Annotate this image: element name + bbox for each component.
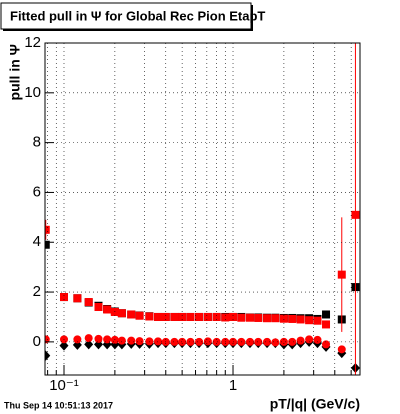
data-point [135,337,144,346]
data-point [45,240,50,249]
data-point [145,312,154,321]
y-tick-label: 2 [33,283,41,300]
x-axis-label: pT/|q| (GeV/c) [270,396,360,412]
data-point [203,312,212,321]
data-point [254,313,263,322]
data-point [296,315,305,324]
data-point [212,337,221,346]
data-point [186,312,195,321]
data-point [203,337,212,346]
data-point [313,335,322,344]
data-point [161,312,170,321]
data-point [271,338,280,347]
data-point [154,337,163,346]
data-point [229,312,238,321]
data-point [288,314,297,323]
data-point [103,305,112,314]
data-point [178,312,187,321]
data-point [73,294,82,303]
data-point [279,314,288,323]
data-point [288,337,297,346]
data-point [279,337,288,346]
data-point [127,310,136,319]
data-point [45,350,51,361]
data-point [59,293,68,302]
data-point [127,336,136,345]
data-point [195,337,204,346]
data-point [178,337,187,346]
data-point [84,334,93,343]
data-point [351,210,360,219]
data-point [271,314,280,323]
data-point [73,335,82,344]
data-point [313,316,322,325]
data-point [322,320,331,329]
footer-date: Thu Sep 14 10:51:13 2017 [4,400,113,410]
data-point [94,334,103,343]
data-point [263,314,272,323]
data-point [212,312,221,321]
frame [44,42,361,376]
title-box [0,2,252,30]
y-tick-label: 6 [33,183,41,200]
data-point [84,298,93,307]
data-point [305,316,314,325]
data-point [59,340,69,351]
y-axis-label: pull in Ψ [7,44,23,100]
data-point [245,313,254,322]
x-tick-label: 1 [229,377,237,394]
data-point [221,313,230,322]
data-point [263,337,272,346]
data-point [45,225,50,234]
y-tick-label: 12 [24,34,41,51]
data-point [195,312,204,321]
data-point [237,313,246,322]
y-tick-label: 4 [33,233,41,250]
data-point [135,311,144,320]
y-tick-label: 10 [24,84,41,101]
data-point [154,312,163,321]
data-point [186,337,195,346]
data-point [305,335,314,344]
data-point [337,345,346,354]
plot-area [45,43,360,375]
data-point [117,336,126,345]
data-point [322,310,331,319]
y-tick-label: 0 [33,333,41,350]
data-point [254,337,263,346]
data-point [296,336,305,345]
data-point [84,339,94,350]
data-point [145,337,154,346]
chart-title: Fitted pull in Ψ for Global Rec Pion Eta… [10,8,265,23]
y-tick-label: 8 [33,134,41,151]
data-point [337,270,346,279]
data-point [170,312,179,321]
data-point [170,337,179,346]
data-point [117,309,126,318]
data-point [103,335,112,344]
x-tick-label: 10⁻¹ [49,377,79,394]
data-point [94,303,103,312]
data-point [322,340,331,349]
